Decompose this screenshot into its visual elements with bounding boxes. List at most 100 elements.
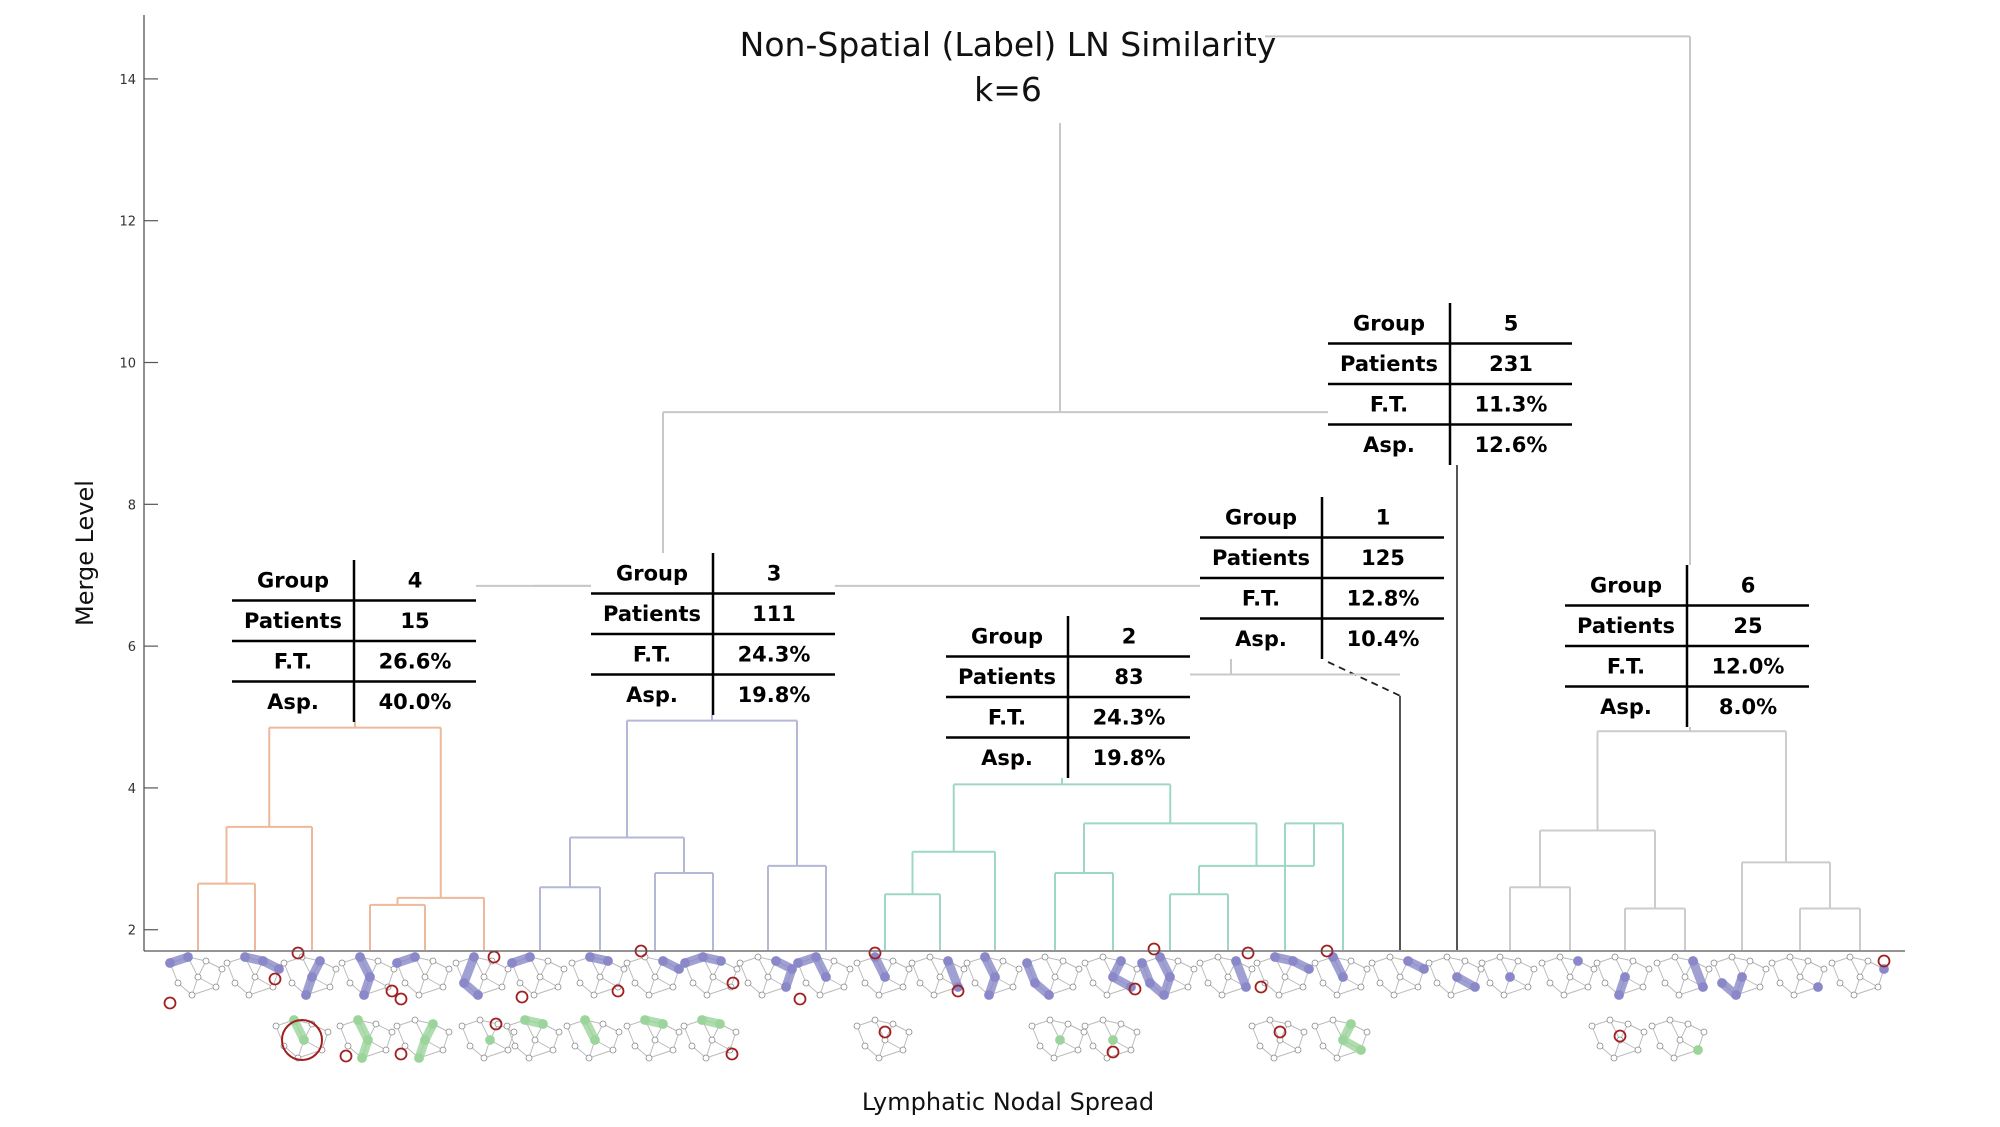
group-table-value-asp: 19.8%	[1093, 746, 1166, 770]
glyph-node	[1346, 1019, 1356, 1029]
glyph-node	[905, 965, 913, 973]
glyph-node	[1074, 1046, 1082, 1054]
glyph-edge	[534, 1039, 554, 1051]
glyph-node	[698, 952, 708, 962]
glyph-node	[830, 957, 838, 965]
glyph-node	[1328, 952, 1338, 962]
lymph-node-glyph	[680, 952, 741, 999]
group-table-label-group: Group	[1590, 573, 1662, 597]
glyph-node	[1560, 991, 1568, 999]
lymph-node-glyph	[163, 952, 226, 1010]
glyph-node	[315, 956, 325, 966]
group-table-value-ft: 11.3%	[1475, 392, 1548, 416]
glyph-node	[596, 973, 604, 981]
glyph-node	[1790, 991, 1798, 999]
glyph-node	[353, 1015, 363, 1025]
glyph-node	[272, 1022, 280, 1030]
glyph-node	[476, 1016, 484, 1024]
glyph-node	[355, 952, 365, 962]
glyph-node	[458, 1022, 466, 1030]
glyph-node	[1281, 973, 1289, 981]
glyph-node	[1874, 983, 1882, 991]
glyph-marker	[1254, 980, 1268, 994]
glyph-node	[1514, 957, 1522, 965]
glyph-node	[336, 1022, 344, 1030]
glyph-edge	[528, 1049, 554, 1059]
group-table-value-patients: 111	[752, 602, 796, 626]
glyph-marker	[515, 990, 529, 1004]
group-table-label-ft: F.T.	[1242, 586, 1280, 610]
glyph-edge	[1569, 976, 1589, 988]
glyph-node	[1015, 965, 1023, 973]
glyph-node	[846, 965, 854, 973]
glyph-node	[703, 991, 711, 999]
glyph-edge	[424, 976, 444, 988]
group-table-value-group: 3	[767, 561, 782, 585]
glyph-edge	[1371, 962, 1381, 984]
glyph-node	[1028, 1022, 1036, 1030]
glyph-node	[936, 973, 944, 981]
glyph-node	[1584, 983, 1592, 991]
group-table-label-ft: F.T.	[1607, 654, 1645, 678]
glyph-node	[1624, 1020, 1632, 1028]
glyph-highlight	[1022, 958, 1054, 1000]
glyph-node	[1653, 959, 1661, 967]
glyph-edge	[1563, 986, 1589, 996]
glyph-node	[1756, 983, 1764, 991]
glyph-edge	[1503, 986, 1529, 996]
glyph-node	[1064, 1020, 1072, 1028]
chart-subtitle: k=6	[974, 70, 1042, 109]
glyph-edge	[911, 962, 921, 984]
glyph-edge	[533, 986, 559, 996]
glyph-node	[1270, 1054, 1278, 1062]
glyph-node	[609, 1046, 617, 1054]
glyph-node	[1593, 959, 1601, 967]
group-table-value-group: 6	[1741, 573, 1756, 597]
glyph-edge	[705, 1049, 731, 1059]
glyph-node	[715, 1019, 725, 1029]
glyph-node	[1588, 1022, 1596, 1030]
lymph-node-glyph	[853, 1016, 913, 1062]
glyph-node	[1596, 1042, 1604, 1050]
glyph-node	[516, 979, 524, 987]
chart-title: Non-Spatial (Label) LN Similarity	[740, 25, 1277, 64]
glyph-edge	[711, 1039, 731, 1051]
glyph-node	[875, 991, 883, 999]
glyph-node	[480, 973, 488, 981]
glyph-node	[1218, 991, 1226, 999]
glyph-node	[1266, 1016, 1274, 1024]
glyph-node	[1357, 983, 1365, 991]
glyph-node	[1566, 973, 1574, 981]
glyph-node	[568, 959, 576, 967]
group-table-value-patients: 125	[1361, 546, 1405, 570]
glyph-edge	[1053, 1049, 1079, 1059]
glyph-node	[1728, 953, 1736, 961]
glyph-node	[1133, 1028, 1141, 1036]
glyph-node	[853, 1022, 861, 1030]
glyph-node	[1294, 1046, 1302, 1054]
glyph-node	[1009, 983, 1017, 991]
glyph-edge	[819, 986, 845, 996]
glyph-node	[363, 1035, 373, 1045]
glyph-edge	[1314, 962, 1324, 984]
glyph-node	[603, 956, 613, 966]
glyph-node	[1356, 1045, 1366, 1055]
glyph-node	[1376, 979, 1384, 987]
glyph-edge	[1859, 976, 1879, 988]
glyph-node	[1190, 965, 1198, 973]
glyph-node	[669, 1046, 677, 1054]
glyph-node	[365, 972, 375, 982]
glyph-node	[889, 1020, 897, 1028]
glyph-node	[1338, 972, 1348, 982]
glyph-node	[1363, 965, 1371, 973]
glyph-node	[1629, 957, 1637, 965]
glyph-node	[1338, 1035, 1348, 1045]
glyph-node	[1639, 983, 1647, 991]
glyph-edge	[1084, 1025, 1094, 1047]
glyph-node	[346, 979, 354, 987]
glyph-marker	[1273, 1025, 1287, 1039]
glyph-node	[899, 983, 907, 991]
group-table-value-ft: 26.6%	[379, 649, 452, 673]
glyph-node	[1184, 983, 1192, 991]
